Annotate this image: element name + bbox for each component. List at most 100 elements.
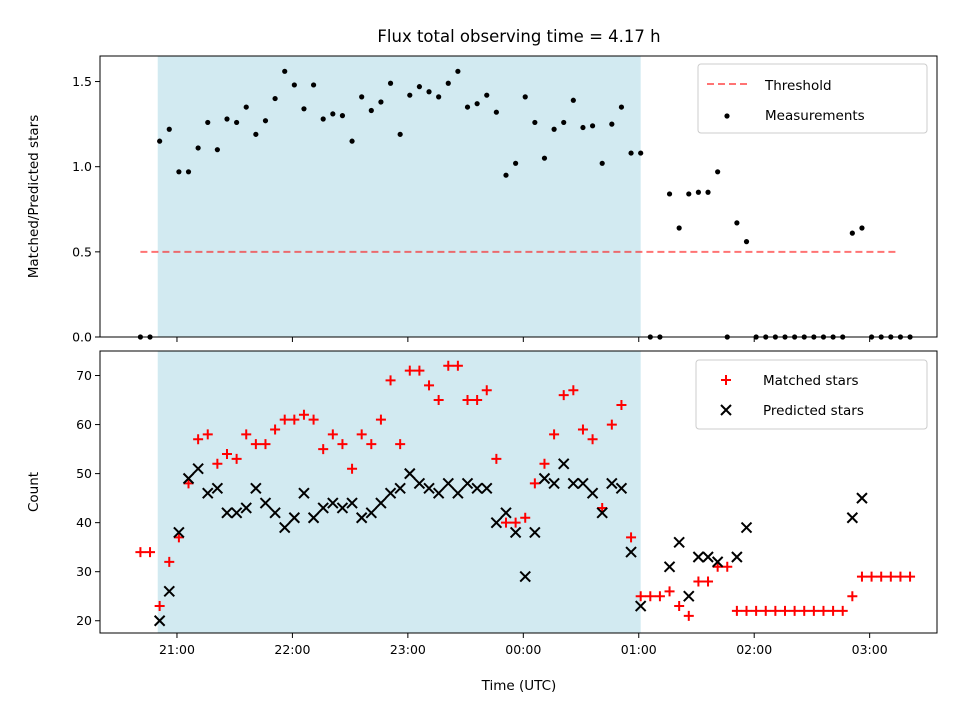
y-tick-label: 1.5 (72, 74, 92, 89)
matched-star-point (173, 532, 184, 543)
legend-matched-swatch (721, 375, 731, 385)
matched-star-point (818, 605, 829, 616)
measurement-point (618, 104, 625, 110)
measurement-point (416, 84, 423, 90)
predicted-star-point (481, 482, 493, 495)
matched-star-point (520, 512, 531, 523)
shaded-interval-top (157, 56, 641, 337)
shaded-region (157, 56, 641, 337)
predicted-star-point (558, 458, 570, 470)
predicted-star-point (394, 482, 406, 495)
predicted-star-point (375, 497, 387, 509)
measurement-point (628, 150, 634, 156)
predicted-star-point (702, 551, 714, 563)
measurement-point (253, 131, 259, 137)
y-tick-label: 20 (76, 613, 92, 628)
x-tick-label: 21:00 (159, 642, 195, 657)
matched-star-point (347, 463, 358, 474)
x-tick-label: 23:00 (390, 642, 426, 657)
measurement-point (320, 116, 326, 122)
matched-star-point (722, 561, 733, 572)
matched-star-point (414, 365, 425, 376)
matched-star-point (221, 448, 232, 459)
matched-star-point (760, 605, 771, 616)
predicted-star-point (250, 482, 262, 495)
predicted-star-point (432, 487, 445, 499)
measurement-point (282, 68, 288, 74)
measurement-point (686, 191, 692, 197)
measurement-point (310, 82, 317, 88)
measurement-point (493, 109, 499, 115)
x-tick-label: 02:00 (736, 642, 772, 657)
legend-box (697, 63, 928, 134)
matched-star-point (366, 439, 377, 450)
predicted-star-point (269, 507, 281, 519)
matched-star-point (885, 571, 896, 582)
predicted-star-point (153, 615, 166, 627)
measurement-point (407, 92, 413, 98)
shaded-region (157, 351, 641, 633)
predicted-star-point (538, 472, 551, 485)
matched-star-point (741, 605, 752, 616)
predicted-star-point (288, 512, 301, 524)
matched-star-point (645, 591, 656, 602)
x-tick-label: 00:00 (505, 642, 541, 657)
matched-star-point (866, 571, 877, 582)
predicted-star-point (202, 487, 214, 499)
predicted-star-point (384, 487, 397, 499)
predicted-star-point (365, 507, 378, 519)
measurement-point (589, 123, 596, 129)
panel-counts: 20 30 40 50 60 70 21:00 22:00 23:00 00:00 01:00 02… (26, 350, 938, 657)
measurement-point (522, 94, 528, 100)
matched-star-point (289, 414, 300, 425)
predicted-star-point (673, 536, 685, 548)
measurement-point (387, 80, 394, 86)
axes-frame-bottom (99, 350, 938, 634)
measurement-point (339, 113, 346, 119)
measurement-point (849, 230, 855, 236)
predicted-star-point (529, 526, 541, 539)
predicted-star-point (413, 477, 426, 490)
matched-star-point (337, 439, 348, 450)
predicted-star-point (452, 487, 464, 499)
matched-star-point (183, 478, 194, 489)
x-ticks-top (176, 337, 871, 342)
y-tick-label: 30 (76, 564, 92, 579)
measurement-point (715, 169, 721, 175)
measurement-point (301, 106, 307, 112)
matched-star-point (664, 586, 675, 597)
predicted-star-point (211, 482, 224, 495)
matched-star-point (472, 395, 483, 406)
measurement-point (436, 94, 442, 100)
matched-star-point (193, 434, 204, 445)
measurement-point (176, 169, 182, 175)
matched-star-point (164, 556, 175, 567)
matched-star-point (260, 439, 271, 450)
matched-star-point (587, 434, 598, 445)
y-ticks-top: 0.0 0.5 1.0 1.5 (72, 74, 100, 345)
predicted-star-point (711, 556, 724, 568)
measurement-point (464, 104, 471, 110)
matched-star-point (895, 571, 906, 582)
matched-star-point (491, 453, 502, 464)
legend-matched-label: Matched stars (763, 373, 859, 389)
measurement-point (734, 220, 740, 226)
matched-star-point (616, 399, 627, 410)
y-axis-label-top: Matched/Predicted stars (26, 115, 42, 278)
legend-threshold-label: Threshold (764, 78, 832, 94)
matched-star-point (539, 458, 550, 469)
matched-star-point (481, 385, 492, 396)
y-tick-label: 50 (76, 466, 92, 481)
predicted-star-point (471, 482, 483, 495)
matched-star-point (712, 561, 723, 572)
shaded-interval-bottom (157, 351, 641, 633)
matched-star-point (683, 610, 694, 621)
measurement-point (234, 119, 240, 126)
predicted-star-point (182, 472, 195, 485)
measurement-point (445, 80, 451, 86)
measurement-point (397, 131, 403, 137)
x-axis-label: Time (UTC) (481, 678, 557, 694)
y-tick-label: 60 (76, 417, 92, 432)
predicted-star-point (500, 507, 512, 519)
